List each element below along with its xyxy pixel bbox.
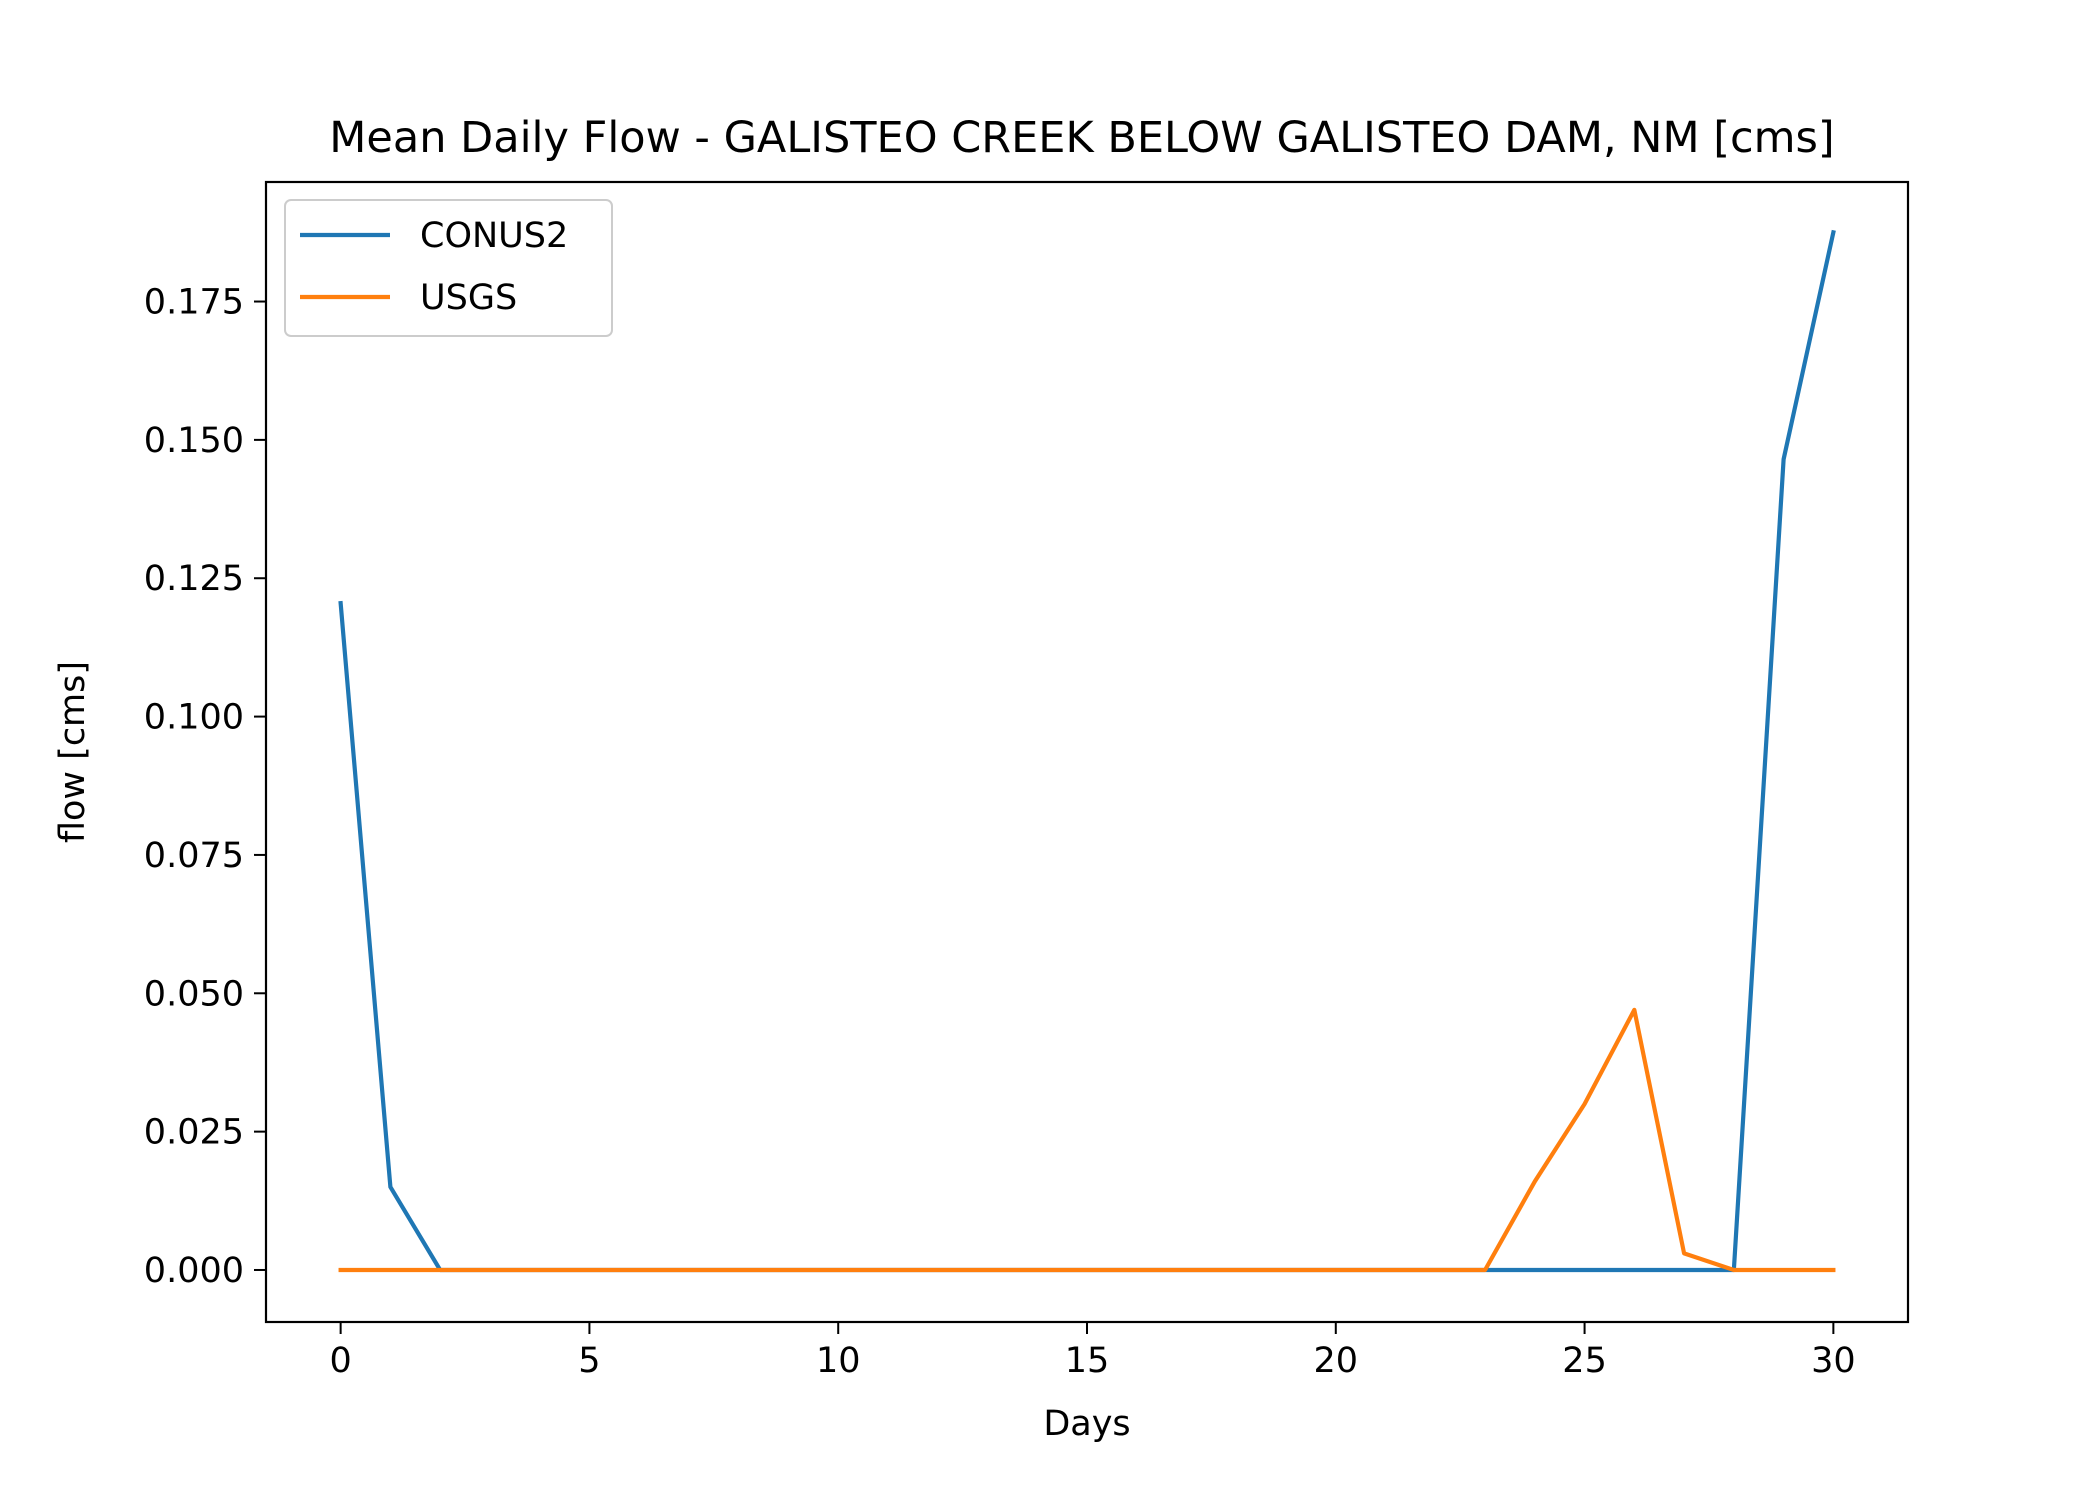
y-tick-label: 0.100 [144, 698, 244, 738]
legend-label-usgs: USGS [420, 278, 517, 318]
x-axis: 0 5 10 15 20 25 30 [329, 1322, 1856, 1381]
chart-title: Mean Daily Flow - GALISTEO CREEK BELOW G… [329, 113, 1834, 163]
x-tick-label: 5 [578, 1341, 600, 1381]
y-tick-label: 0.150 [144, 421, 244, 461]
x-axis-label: Days [1043, 1404, 1130, 1444]
y-axis-label: flow [cms] [53, 661, 93, 843]
x-tick-label: 30 [1811, 1341, 1856, 1381]
x-tick-label: 25 [1562, 1341, 1607, 1381]
x-tick-label: 15 [1065, 1341, 1110, 1381]
y-tick-label: 0.050 [144, 974, 244, 1014]
y-tick-label: 0.175 [144, 283, 244, 323]
x-tick-label: 0 [329, 1341, 351, 1381]
y-axis: 0.000 0.025 0.050 0.075 0.100 0.125 0.150 0.175 [144, 283, 266, 1291]
y-tick-label: 0.075 [144, 836, 244, 876]
x-tick-label: 20 [1314, 1341, 1359, 1381]
y-tick-label: 0.125 [144, 559, 244, 599]
legend-label-conus2: CONUS2 [420, 216, 568, 256]
series-line-usgs [338, 1007, 1836, 1273]
y-tick-label: 0.025 [144, 1113, 244, 1153]
x-tick-label: 10 [816, 1341, 861, 1381]
series-line-conus2 [338, 229, 1836, 1273]
legend: CONUS2 USGS [284, 199, 613, 337]
y-tick-label: 0.000 [144, 1251, 244, 1291]
